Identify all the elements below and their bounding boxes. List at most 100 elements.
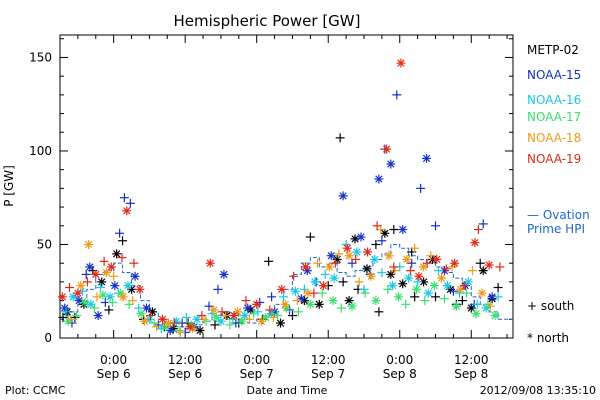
point-noaa-19-north <box>122 206 132 216</box>
point-noaa-19-north <box>158 314 168 324</box>
point-noaa-18-north <box>84 239 94 249</box>
point-noaa-15-south <box>392 90 402 100</box>
point-metp-02-north <box>350 234 360 244</box>
point-noaa-19-north <box>252 299 262 309</box>
point-noaa-19-south <box>169 318 179 328</box>
point-noaa-17-north <box>211 312 221 322</box>
point-noaa-18-north <box>402 254 412 264</box>
point-noaa-19-south <box>146 311 156 321</box>
point-noaa-17-north <box>80 297 90 307</box>
point-noaa-15-south <box>267 292 277 302</box>
point-noaa-18-north <box>344 251 354 261</box>
point-noaa-19-south <box>330 258 340 268</box>
footer-plot-credit: Plot: CCMC <box>5 384 66 397</box>
point-noaa-15-north <box>356 232 366 242</box>
point-metp-02-south <box>493 283 503 292</box>
point-noaa-19-south <box>309 288 319 298</box>
point-noaa-18-north <box>140 316 150 326</box>
point-noaa-16-north <box>423 288 433 298</box>
point-noaa-18-south <box>66 314 76 324</box>
point-noaa-18-south <box>199 314 209 324</box>
point-metp-02-north <box>97 277 107 287</box>
point-noaa-18-north <box>324 262 334 272</box>
point-noaa-16-north <box>123 281 133 291</box>
point-noaa-17-north <box>328 296 338 306</box>
point-noaa-15-north <box>374 174 384 184</box>
point-noaa-15-north <box>326 251 336 261</box>
point-noaa-18-north <box>76 281 86 291</box>
point-metp-02-south <box>210 320 220 330</box>
x-tick-time-label: 12:00 <box>311 353 346 367</box>
point-noaa-16-north <box>404 273 414 283</box>
point-noaa-19-north <box>396 58 406 68</box>
point-noaa-18-south <box>92 292 102 302</box>
point-noaa-18-south <box>426 251 436 261</box>
point-noaa-17-south <box>401 299 411 309</box>
point-noaa-16-north <box>171 316 181 326</box>
legend-item-noaa-15: NOAA-15 <box>527 68 581 82</box>
point-noaa-19-south <box>265 305 275 315</box>
point-noaa-15-south <box>119 193 129 203</box>
point-metp-02-south <box>431 292 441 302</box>
point-noaa-15-north <box>130 271 140 281</box>
point-metp-02-south <box>287 311 297 321</box>
point-noaa-16-north <box>463 277 473 287</box>
point-noaa-17-north <box>237 316 247 326</box>
point-noaa-19-north <box>185 322 195 332</box>
point-metp-02-north <box>380 228 390 238</box>
point-noaa-19-south <box>473 225 483 235</box>
point-noaa-16-south <box>359 284 369 294</box>
point-noaa-16-north <box>370 254 380 264</box>
point-noaa-19-north <box>450 258 460 268</box>
point-noaa-16-south <box>181 312 191 322</box>
point-noaa-18-north <box>209 305 219 315</box>
point-noaa-18-south <box>312 258 322 268</box>
point-noaa-15-south <box>125 198 135 208</box>
point-noaa-18-south <box>175 327 185 337</box>
point-noaa-18-north <box>118 292 128 302</box>
point-noaa-19-south <box>495 262 505 272</box>
point-metp-02-south <box>305 232 315 242</box>
point-metp-02-south <box>70 312 80 322</box>
y-tick-label: 50 <box>37 237 52 251</box>
point-noaa-17-south <box>293 307 303 317</box>
point-noaa-18-south <box>467 266 477 276</box>
point-noaa-18-north <box>366 271 376 281</box>
point-noaa-17-north <box>305 299 315 309</box>
point-noaa-18-north <box>256 316 266 326</box>
point-noaa-17-south <box>462 288 472 298</box>
point-noaa-15-north <box>243 303 253 313</box>
point-metp-02-north <box>362 264 372 274</box>
point-noaa-19-north <box>382 144 392 154</box>
point-noaa-19-north <box>470 238 480 248</box>
legend-ovation-line1: — Ovation <box>527 208 590 222</box>
point-noaa-15-north <box>219 269 229 279</box>
x-tick-date-label: Sep 6 <box>168 367 202 381</box>
point-noaa-17-south <box>107 297 117 307</box>
point-metp-02-south <box>264 256 274 266</box>
point-noaa-16-north <box>216 316 226 326</box>
point-noaa-17-south <box>201 316 211 326</box>
x-tick-date-label: Sep 7 <box>240 367 274 381</box>
footer-timestamp: 2012/09/08 13:35:10 <box>480 384 596 397</box>
point-noaa-19-north <box>484 260 494 270</box>
point-noaa-19-north <box>106 262 116 272</box>
chart-title: Hemispheric Power [GW] <box>174 12 361 30</box>
point-noaa-15-south <box>204 301 214 311</box>
point-noaa-18-south <box>485 301 495 311</box>
point-noaa-19-south <box>241 296 251 306</box>
point-metp-02-south <box>338 277 348 287</box>
point-noaa-17-north <box>490 311 500 321</box>
point-metp-02-south <box>389 225 399 235</box>
point-noaa-18-south <box>109 271 119 281</box>
point-noaa-15-south <box>213 284 223 294</box>
x-tick-date-label: Sep 8 <box>454 367 488 381</box>
point-noaa-18-south <box>390 266 400 276</box>
x-tick-date-label: Sep 7 <box>311 367 345 381</box>
point-metp-02-south <box>410 292 420 302</box>
point-noaa-19-north <box>57 292 67 302</box>
point-noaa-15-south <box>416 183 426 193</box>
point-noaa-17-north <box>63 316 73 326</box>
y-tick-label: 150 <box>29 50 52 64</box>
